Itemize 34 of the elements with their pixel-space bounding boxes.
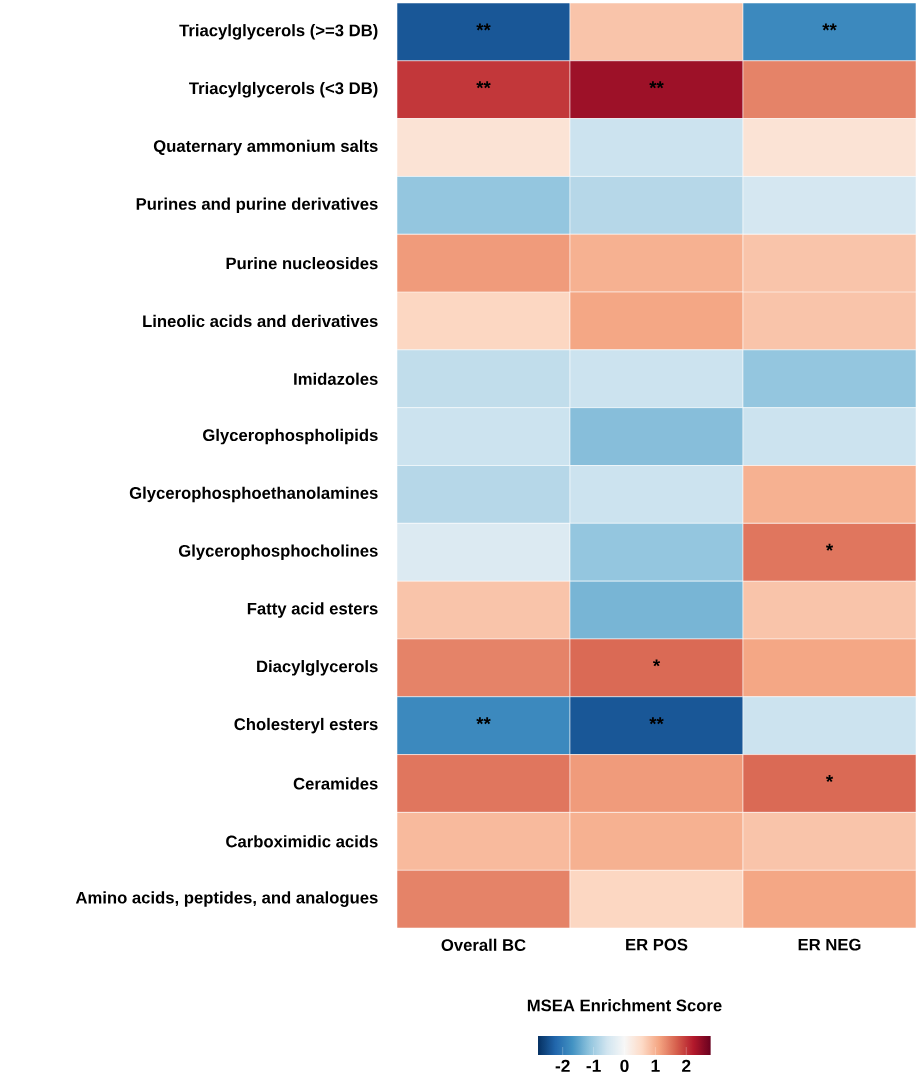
data-label: **	[649, 81, 664, 89]
color-bar-label: 1	[651, 1059, 660, 1072]
y-tick-label: Triacylglycerols (>=3 DB)	[179, 24, 378, 40]
color-bar-label: 2	[682, 1059, 691, 1072]
x-tick-label: Overall BC	[441, 938, 526, 951]
y-tick-label: Imidazoles	[294, 372, 378, 385]
y-tick-label: Carboximidic acids	[226, 835, 378, 848]
y-tick-label: Fatty acid esters	[247, 602, 378, 618]
data-label: *	[652, 659, 661, 667]
y-tick-label: Diacylglycerols	[257, 660, 378, 676]
y-tick-label: Glycerophospholipids	[203, 428, 378, 445]
color-bar-title: MSEA Enrichment Score	[527, 999, 722, 1012]
x-tick-label: ER POS	[626, 938, 688, 951]
color-bar-label: -2	[555, 1059, 570, 1072]
y-tick-label: Quaternary ammonium salts	[153, 139, 378, 156]
data-label: **	[822, 23, 837, 31]
y-tick-label: Glycerophosphoethanolamines	[129, 486, 378, 503]
data-label: *	[825, 775, 834, 782]
y-tick-label: Lineolic acids and derivatives	[143, 314, 378, 328]
y-tick-label: Ceramides	[293, 777, 378, 790]
color-bar-label: -1	[586, 1059, 601, 1072]
color-bar-label: 0	[620, 1059, 629, 1073]
y-tick-label: Cholesteryl esters	[234, 717, 378, 734]
data-label: **	[476, 23, 491, 31]
x-tick-label: ER NEG	[798, 938, 861, 951]
data-label: **	[649, 717, 664, 725]
y-tick-label: Purines and purine derivatives	[136, 197, 378, 214]
y-tick-label: Purine nucleosides	[226, 257, 378, 270]
data-label: *	[825, 543, 834, 551]
data-label: **	[476, 717, 491, 725]
data-label: **	[476, 81, 491, 89]
y-tick-label: Triacylglycerols (<3 DB)	[189, 81, 378, 98]
y-tick-label: Glycerophosphocholines	[178, 544, 378, 560]
y-tick-label: Amino acids, peptides, and analogues	[75, 891, 378, 907]
